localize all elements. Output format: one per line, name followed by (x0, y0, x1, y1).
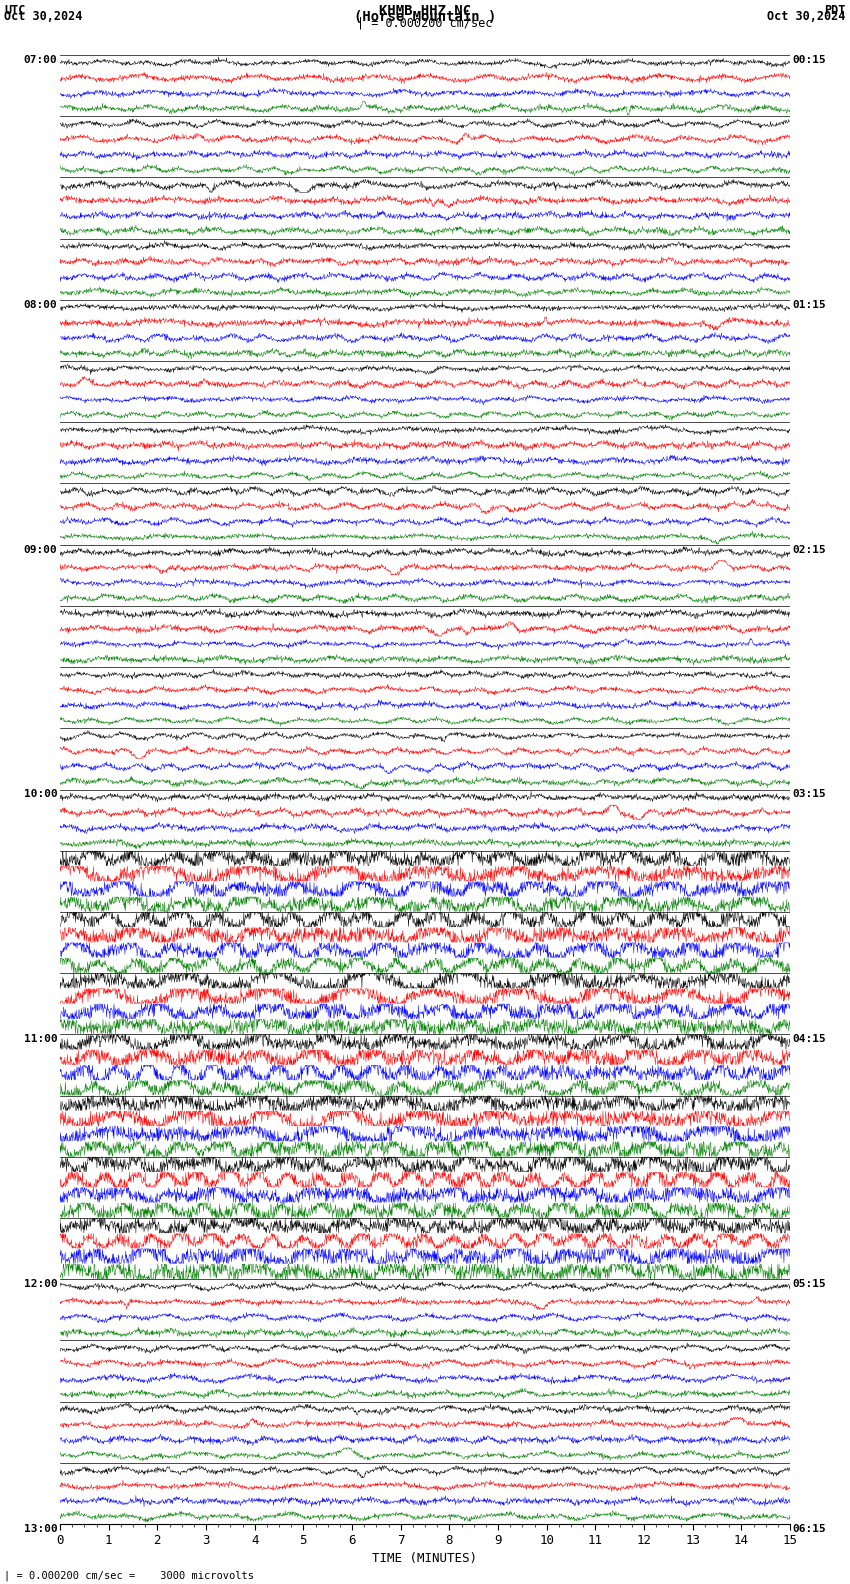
Text: PDT: PDT (824, 3, 846, 17)
Text: Oct 30,2024: Oct 30,2024 (4, 10, 82, 24)
Text: UTC: UTC (4, 3, 26, 17)
Text: 01:15: 01:15 (792, 299, 826, 310)
Text: 06:15: 06:15 (792, 1524, 826, 1533)
Text: 07:00: 07:00 (24, 55, 58, 65)
X-axis label: TIME (MINUTES): TIME (MINUTES) (372, 1552, 478, 1565)
Text: 09:00: 09:00 (24, 545, 58, 554)
Text: 12:00: 12:00 (24, 1280, 58, 1289)
Text: 11:00: 11:00 (24, 1034, 58, 1044)
Text: 04:15: 04:15 (792, 1034, 826, 1044)
Text: | = 0.000200 cm/sec: | = 0.000200 cm/sec (357, 16, 493, 30)
Text: 08:00: 08:00 (24, 299, 58, 310)
Text: Oct 30,2024: Oct 30,2024 (768, 10, 846, 24)
Text: 13:00: 13:00 (24, 1524, 58, 1533)
Text: KHMB HHZ NC: KHMB HHZ NC (379, 3, 471, 17)
Text: 03:15: 03:15 (792, 789, 826, 800)
Text: 05:15: 05:15 (792, 1280, 826, 1289)
Text: (Horse Mountain ): (Horse Mountain ) (354, 10, 496, 24)
Text: 02:15: 02:15 (792, 545, 826, 554)
Text: 10:00: 10:00 (24, 789, 58, 800)
Text: | = 0.000200 cm/sec =    3000 microvolts: | = 0.000200 cm/sec = 3000 microvolts (4, 1570, 254, 1581)
Text: 00:15: 00:15 (792, 55, 826, 65)
